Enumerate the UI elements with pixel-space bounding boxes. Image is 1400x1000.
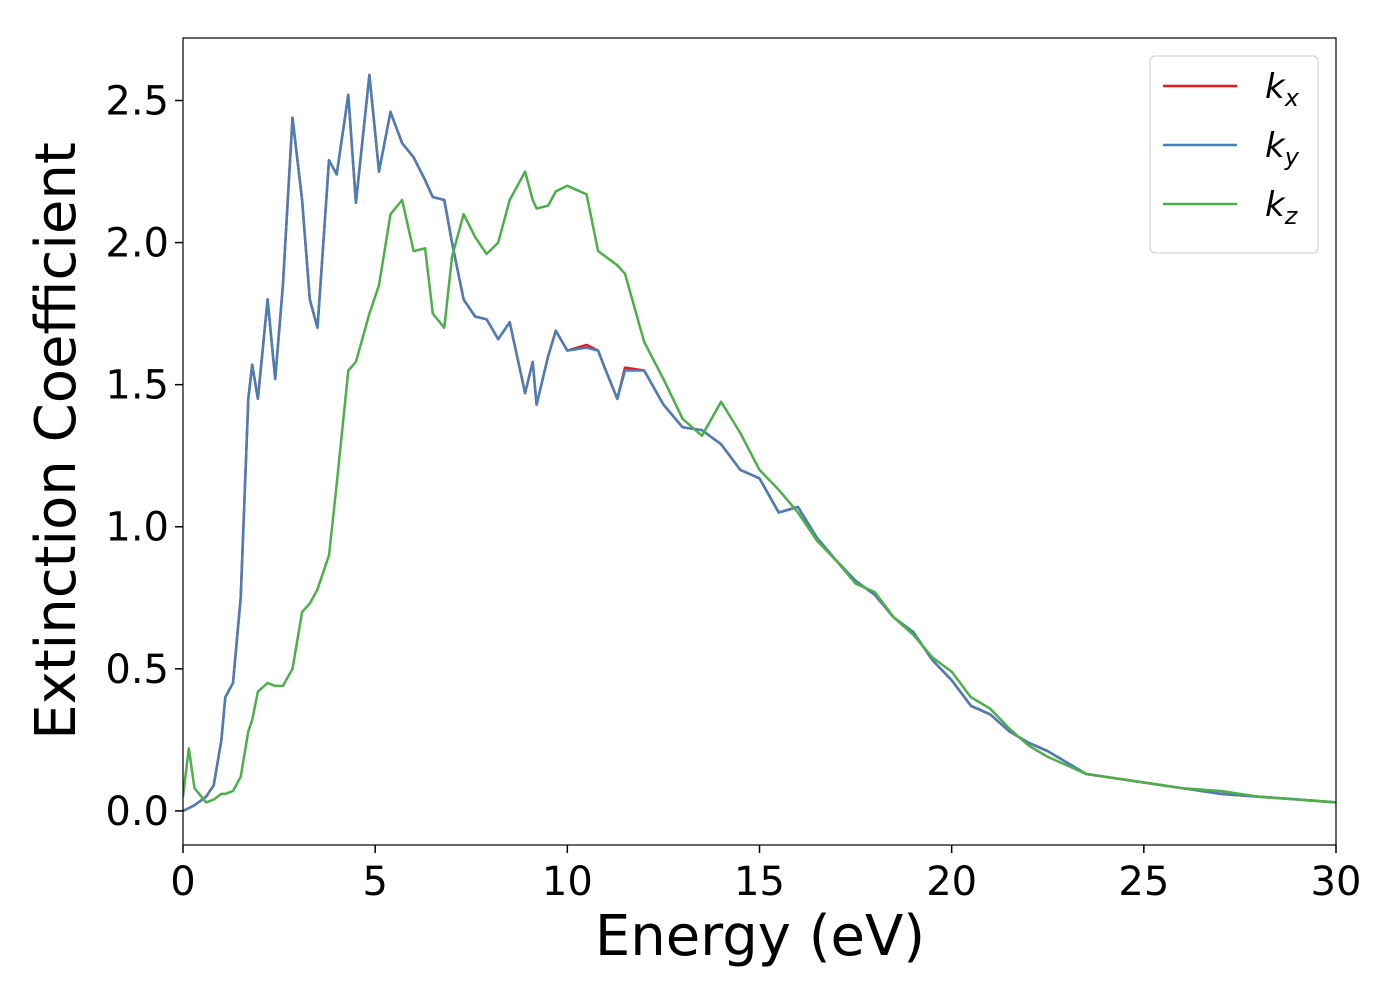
- legend-label: kz: [1265, 185, 1299, 230]
- x-tick-label: 10: [542, 859, 593, 905]
- series-line: [183, 170, 1336, 804]
- y-tick-label: 1.5: [105, 363, 169, 409]
- x-tick-label: 5: [362, 859, 387, 905]
- x-tick-label: 15: [734, 859, 785, 905]
- y-tick-label: 0.5: [105, 647, 169, 693]
- legend-label: ky: [1265, 126, 1300, 171]
- y-tick-label: 2.0: [105, 221, 169, 267]
- plot-frame: [182, 37, 1337, 846]
- x-tick-label: 0: [170, 859, 195, 905]
- series-line: [183, 73, 1336, 813]
- x-tick-label: 25: [1118, 859, 1169, 905]
- y-tick-label: 1.0: [105, 505, 169, 551]
- y-axis-label: Extinction Coefficient: [24, 142, 89, 740]
- x-tick-label: 30: [1311, 859, 1362, 905]
- x-axis-label: Energy (eV): [595, 904, 925, 969]
- x-tick-label: 20: [926, 859, 977, 905]
- legend-label: kx: [1265, 67, 1300, 112]
- y-tick-label: 2.5: [105, 79, 169, 125]
- y-tick-label: 0.0: [105, 789, 169, 835]
